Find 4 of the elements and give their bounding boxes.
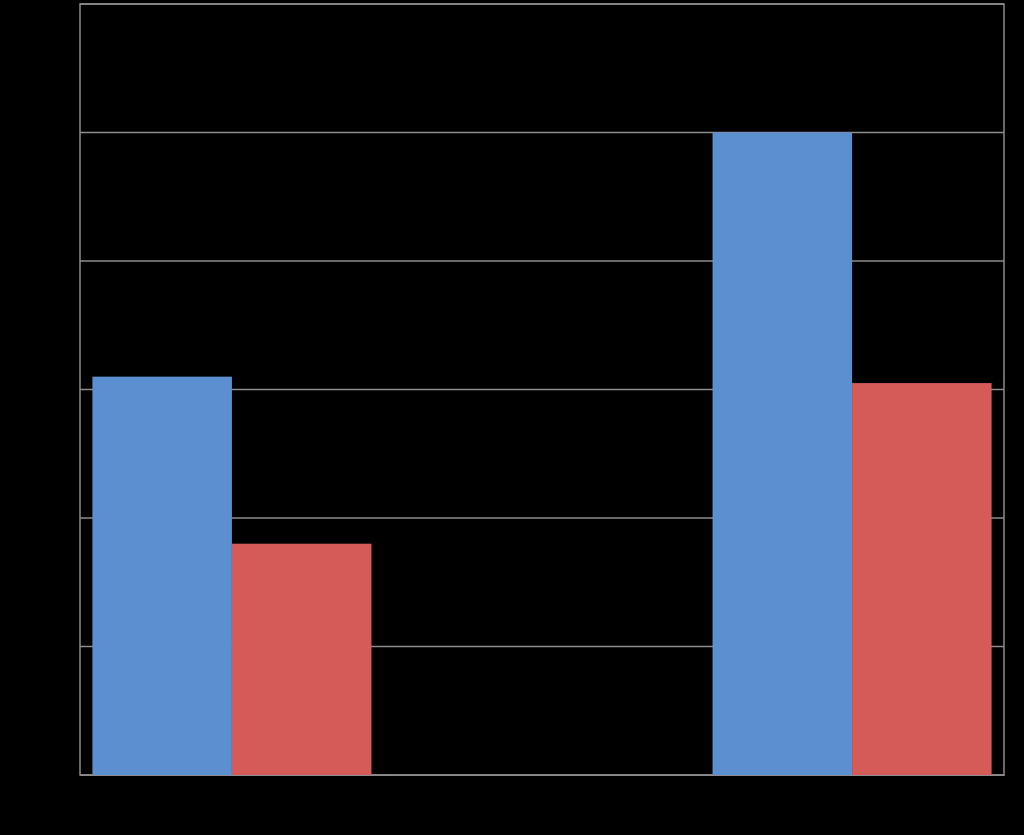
bar bbox=[92, 376, 232, 775]
bar bbox=[231, 543, 372, 775]
bar bbox=[852, 383, 992, 775]
bar bbox=[712, 132, 853, 775]
